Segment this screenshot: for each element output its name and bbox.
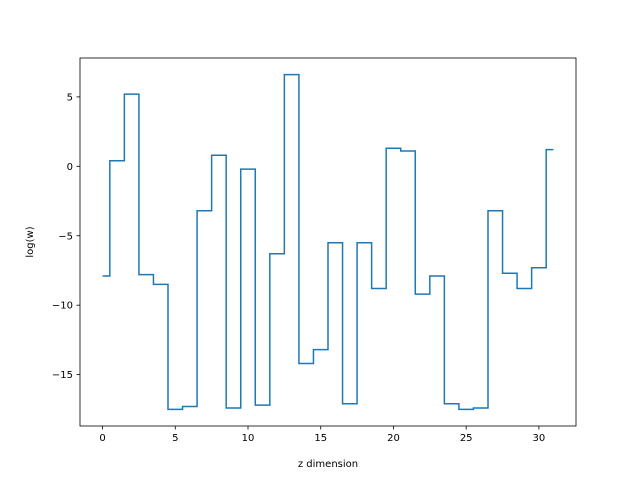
- axes-frame: [79, 57, 577, 427]
- x-tick-label: 0: [99, 433, 105, 444]
- y-axis: −15 −10 −5 0 5: [52, 92, 80, 381]
- y-tick-label: 0: [67, 162, 73, 173]
- y-axis-label: log(w): [25, 226, 36, 257]
- series-line-0: [102, 73, 554, 411]
- x-tick-label: 10: [242, 433, 255, 444]
- plot-area: [102, 73, 554, 411]
- x-axis: 0 5 10 15 20 25 30: [99, 426, 545, 444]
- y-tick-label: −5: [58, 231, 73, 242]
- x-tick-label: 15: [314, 433, 327, 444]
- y-tick-label: −15: [52, 370, 73, 381]
- x-tick-label: 20: [387, 433, 400, 444]
- x-tick-label: 30: [533, 433, 546, 444]
- y-tick-label: 5: [67, 92, 73, 103]
- y-tick-label: −10: [52, 301, 73, 312]
- x-axis-label: z dimension: [298, 459, 358, 470]
- x-tick-label: 5: [172, 433, 178, 444]
- x-tick-label: 25: [460, 433, 473, 444]
